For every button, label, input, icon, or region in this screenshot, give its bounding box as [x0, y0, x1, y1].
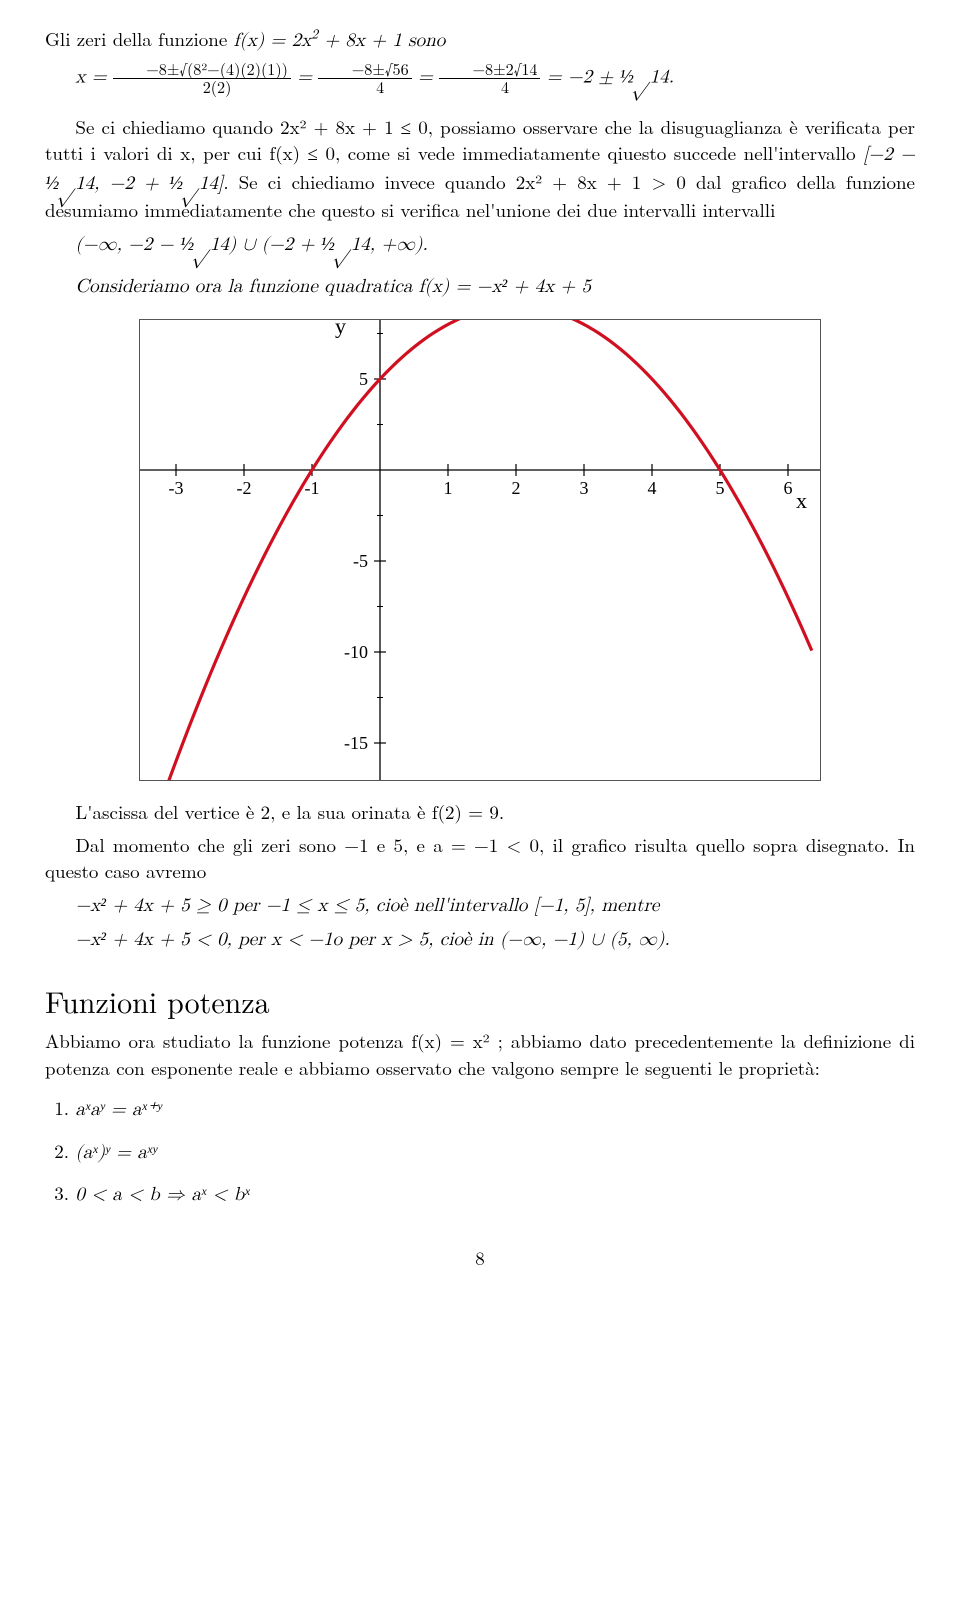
- svg-text:-3: -3: [169, 478, 184, 498]
- chart-svg: -3-2-11234565-5-10-15yx: [140, 320, 820, 780]
- union-line: (−∞, −2 − ½√14) ∪ (−2 + ½√14, +∞).: [45, 230, 915, 259]
- svg-text:x: x: [796, 488, 807, 513]
- svg-text:3: 3: [580, 478, 589, 498]
- svg-text:6: 6: [784, 478, 793, 498]
- svg-text:4: 4: [648, 478, 657, 498]
- svg-text:1: 1: [444, 478, 453, 498]
- text: Gli zeri della funzione: [45, 25, 234, 52]
- page-number: 8: [45, 1245, 915, 1272]
- frac-3: −8±2√14 4: [439, 61, 540, 96]
- roots-equation: x = −8±√(8²−(4)(2)(1)) 2(2) = −8±√56 4 =…: [45, 61, 915, 96]
- fx-expr: f(x) = 2x2 + 8x + 1 sono: [234, 31, 446, 50]
- frac-2: −8±√56 4: [318, 61, 411, 96]
- inequality-para: Se ci chiediamo quando 2x² + 8x + 1 ≤ 0,…: [45, 114, 915, 224]
- svg-text:5: 5: [716, 478, 725, 498]
- geq-line: −x² + 4x + 5 ≥ 0 per −1 ≤ x ≤ 5, cioè ne…: [45, 891, 915, 920]
- parabola-chart: -3-2-11234565-5-10-15yx: [139, 319, 821, 781]
- frac-1: −8±√(8²−(4)(2)(1)) 2(2): [113, 61, 291, 96]
- svg-text:2: 2: [512, 478, 521, 498]
- svg-text:-2: -2: [237, 478, 252, 498]
- svg-text:-15: -15: [344, 733, 368, 753]
- power-fn-para: Abbiamo ora studiato la funzione potenza…: [45, 1028, 915, 1081]
- prop-1: aˣaʸ = aˣ⁺ʸ: [75, 1095, 915, 1124]
- vertex-line: L'ascissa del vertice è 2, e la sua orin…: [45, 799, 915, 826]
- svg-text:-5: -5: [353, 551, 368, 571]
- prop-2: (aˣ)ʸ = aˣʸ: [75, 1138, 915, 1167]
- zeros-intro-line: Gli zeri della funzione f(x) = 2x2 + 8x …: [45, 26, 915, 55]
- zeros-note: Dal momento che gli zeri sono −1 e 5, e …: [45, 832, 915, 885]
- properties-list: aˣaʸ = aˣ⁺ʸ (aˣ)ʸ = aˣʸ 0 < a < b ⇒ aˣ <…: [45, 1095, 915, 1209]
- prop-3: 0 < a < b ⇒ aˣ < bˣ: [75, 1180, 915, 1209]
- section-title: Funzioni potenza: [45, 980, 915, 1022]
- svg-text:y: y: [335, 320, 346, 339]
- svg-text:-10: -10: [344, 642, 368, 662]
- roots-tail: = −2 ± ½√14.: [547, 67, 674, 86]
- svg-text:5: 5: [359, 369, 368, 389]
- lt-line: −x² + 4x + 5 < 0, per x < −1o per x > 5,…: [45, 925, 915, 954]
- consider-fn: Consideriamo ora la funzione quadratica …: [45, 272, 915, 301]
- x-equals: x =: [75, 67, 112, 86]
